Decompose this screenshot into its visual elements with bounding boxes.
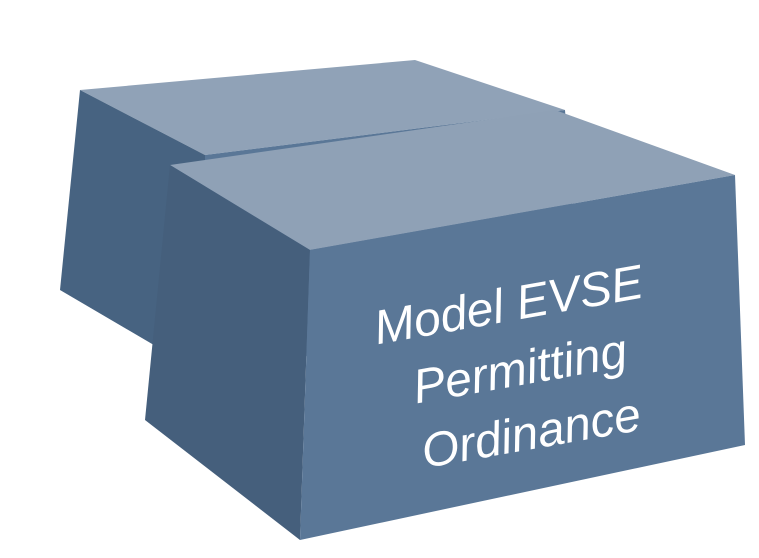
diagram-stage: Model EVSE Permitting Ordinance bbox=[0, 0, 759, 558]
boxes-svg: Model EVSE Permitting Ordinance bbox=[0, 0, 759, 558]
